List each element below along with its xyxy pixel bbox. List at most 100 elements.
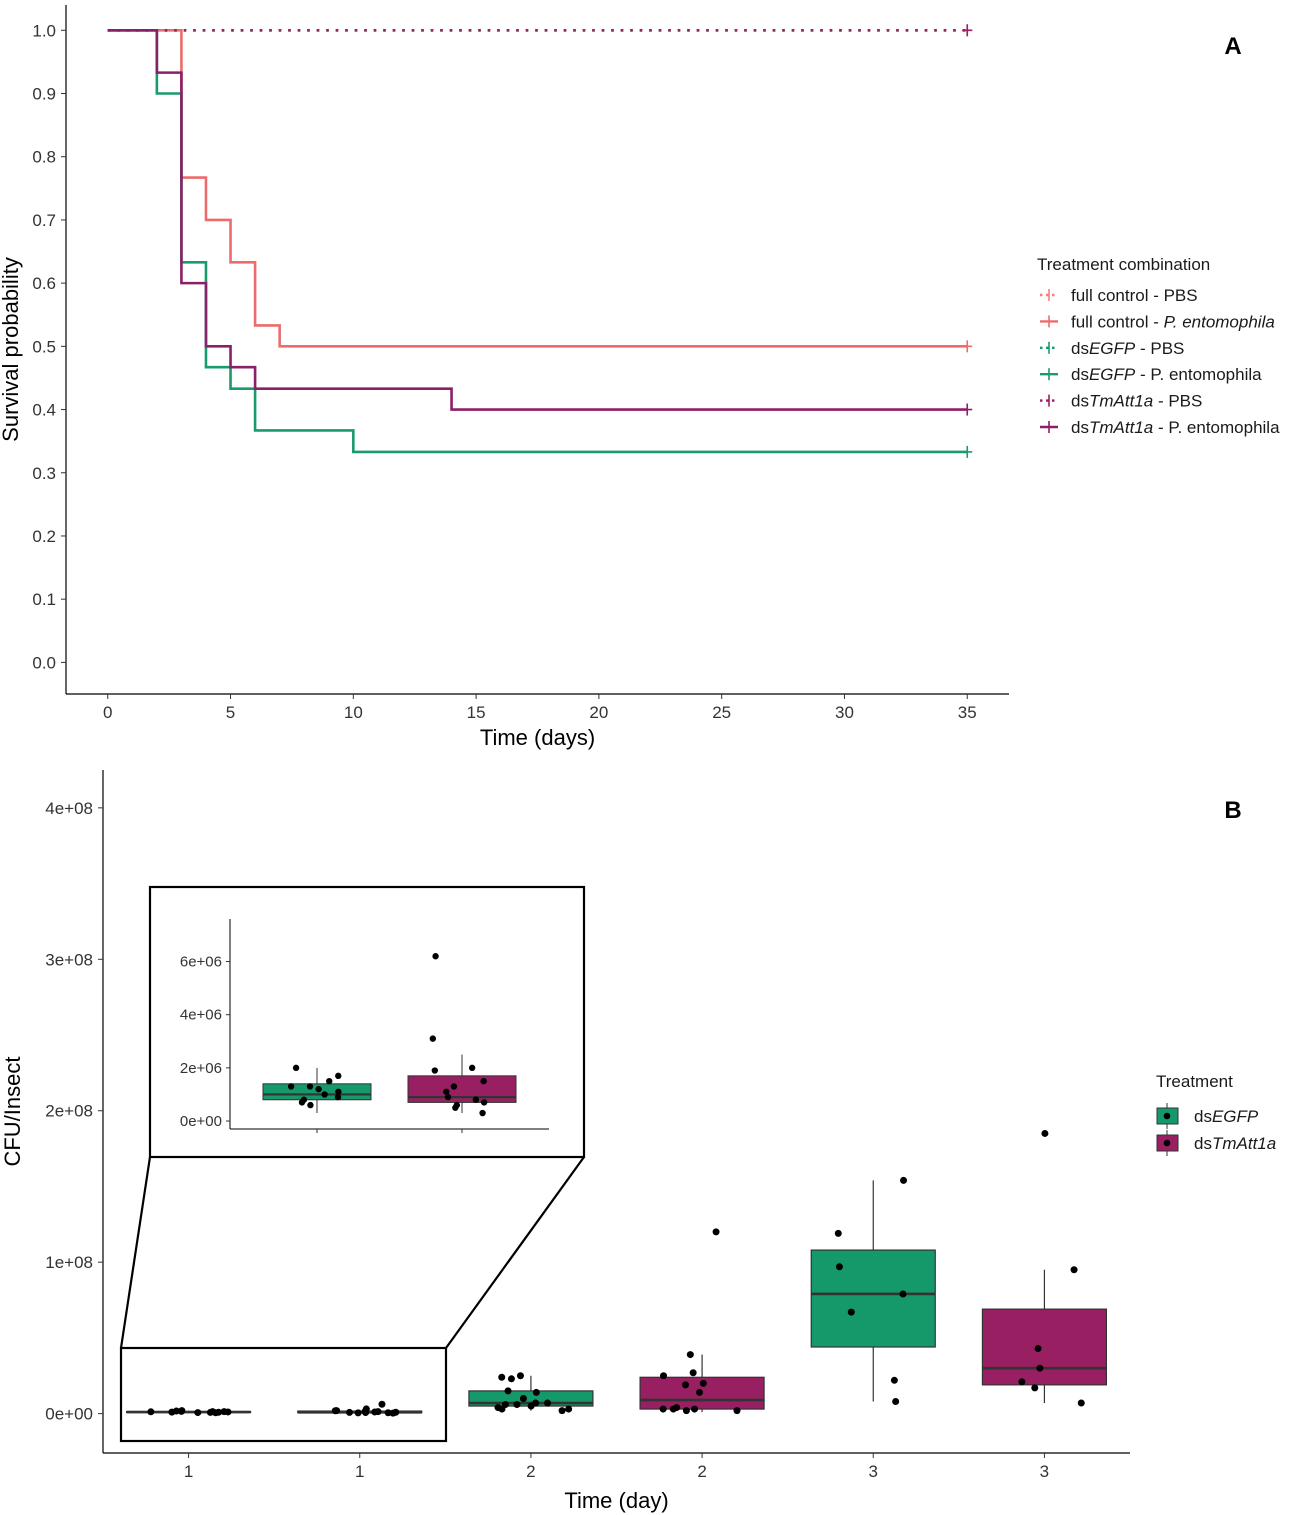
y-tick-label: 0.7 — [32, 211, 56, 230]
data-point — [315, 1085, 322, 1093]
y-tick-label: 0.9 — [32, 84, 56, 103]
y-tick-label: 1e+08 — [45, 1253, 93, 1272]
x-tick-label: 1 — [355, 1462, 364, 1481]
legend-entry: dsTmAtt1a — [1194, 1134, 1276, 1153]
data-point — [527, 1402, 535, 1410]
x-tick-label: 10 — [344, 703, 363, 722]
data-point — [354, 1409, 362, 1417]
legend-entry: full control - PBS — [1071, 286, 1198, 305]
legend-entry-italic: P. entomophila — [1164, 312, 1275, 331]
data-point — [1031, 1384, 1039, 1392]
legend-entry-text: full control - PBS — [1071, 286, 1198, 305]
legend-entry-italic: TmAtt1a — [1212, 1134, 1276, 1153]
legend-entry-text: full control - — [1071, 312, 1164, 331]
zoom-connector-right — [445, 1156, 585, 1349]
survival-line — [107, 28, 968, 454]
data-point — [682, 1407, 690, 1415]
data-point — [733, 1407, 741, 1415]
x-tick-label: 35 — [958, 703, 977, 722]
data-point — [362, 1409, 370, 1417]
box-iqr — [981, 1308, 1108, 1386]
legend-entry-text: ds — [1071, 418, 1089, 437]
data-point — [532, 1388, 540, 1396]
inset-y-tick-label: 4e+06 — [180, 1007, 222, 1024]
y-tick-label: 0e+00 — [45, 1405, 93, 1424]
censor-mark — [962, 403, 973, 416]
censor-mark — [962, 340, 973, 353]
legend-entry: dsEGFP - P. entomophila — [1071, 365, 1262, 384]
box-group — [407, 953, 517, 1117]
data-point — [1036, 1364, 1044, 1372]
y-tick-label: 4e+08 — [45, 799, 93, 818]
data-point — [691, 1405, 699, 1413]
x-axis-title: Time (day) — [564, 1488, 668, 1513]
y-axis-title: CFU/Insect — [0, 1056, 25, 1166]
inset-y-tick-label: 2e+06 — [180, 1060, 222, 1077]
data-point — [378, 1400, 386, 1408]
data-point — [307, 1101, 314, 1109]
data-point — [498, 1373, 506, 1381]
y-tick-label: 0.8 — [32, 148, 56, 167]
data-point — [429, 1035, 437, 1042]
x-tick-label: 3 — [1040, 1462, 1049, 1481]
x-tick-label: 30 — [835, 703, 854, 722]
legend-survival: Treatment combination full control - PBS f… — [1037, 255, 1280, 437]
data-point — [494, 1404, 502, 1412]
data-point — [452, 1104, 459, 1111]
y-axis-title: Survival probability — [0, 257, 23, 442]
y-tick-label: 0.1 — [32, 590, 56, 609]
data-point — [519, 1394, 527, 1402]
box-group — [297, 1400, 423, 1417]
y-tick-label: 3e+08 — [45, 950, 93, 969]
box-group — [981, 1129, 1108, 1407]
data-point — [472, 1096, 480, 1103]
data-point — [696, 1388, 704, 1396]
legend-entry-italic: EGFP — [1212, 1107, 1259, 1126]
data-point — [1041, 1129, 1049, 1137]
panel-label-a: A — [1224, 33, 1241, 60]
legend-entry-text: ds — [1071, 365, 1089, 384]
data-point — [298, 1099, 306, 1106]
data-point — [847, 1308, 855, 1316]
data-point — [712, 1228, 720, 1236]
zoom-connector-left — [119, 1156, 152, 1349]
data-point — [544, 1399, 552, 1407]
legend-key-point — [1163, 1112, 1171, 1120]
data-point — [480, 1077, 487, 1085]
data-point — [507, 1375, 515, 1383]
data-point — [220, 1408, 228, 1416]
y-tick-label: 1.0 — [32, 21, 56, 40]
x-tick-label: 15 — [467, 703, 486, 722]
data-point — [480, 1099, 488, 1106]
data-point — [168, 1408, 176, 1416]
inset-y-tick-label: 0e+00 — [180, 1113, 222, 1130]
data-point — [371, 1408, 379, 1416]
box-group — [468, 1372, 594, 1415]
y-tick-label: 0.2 — [32, 527, 56, 546]
x-tick-label: 3 — [869, 1462, 878, 1481]
panel-label-b: B — [1224, 797, 1241, 824]
data-point — [689, 1369, 697, 1377]
data-point — [335, 1072, 342, 1080]
data-point — [479, 1109, 486, 1117]
legend-title: Treatment combination — [1037, 255, 1210, 274]
data-point — [306, 1083, 314, 1090]
x-axis-title: Time (days) — [480, 725, 595, 750]
inset-plot: 0e+00 2e+06 4e+06 6e+06 — [148, 885, 586, 1159]
legend-title: Treatment — [1156, 1072, 1233, 1091]
data-point — [513, 1401, 521, 1409]
inset-y-tick-label: 6e+06 — [180, 954, 222, 971]
data-point — [333, 1407, 341, 1415]
legend-entry-suffix: - P. entomophila — [1135, 365, 1262, 384]
legend-entry-italic: EGFP — [1089, 365, 1136, 384]
y-tick-label: 0.0 — [32, 653, 56, 672]
data-point — [669, 1405, 677, 1413]
y-tick-label: 2e+08 — [45, 1102, 93, 1121]
legend-entry: dsTmAtt1a - PBS — [1071, 392, 1202, 411]
legend-entry-suffix: - PBS — [1135, 339, 1184, 358]
data-point — [292, 1064, 300, 1072]
data-point — [321, 1091, 328, 1098]
legend-entry-text: ds — [1194, 1107, 1212, 1126]
cfu-boxplot-panel: 0e+00 1e+08 2e+08 3e+08 4e+08 1 1 2 2 3 3 Time (day… — [0, 770, 1276, 1513]
